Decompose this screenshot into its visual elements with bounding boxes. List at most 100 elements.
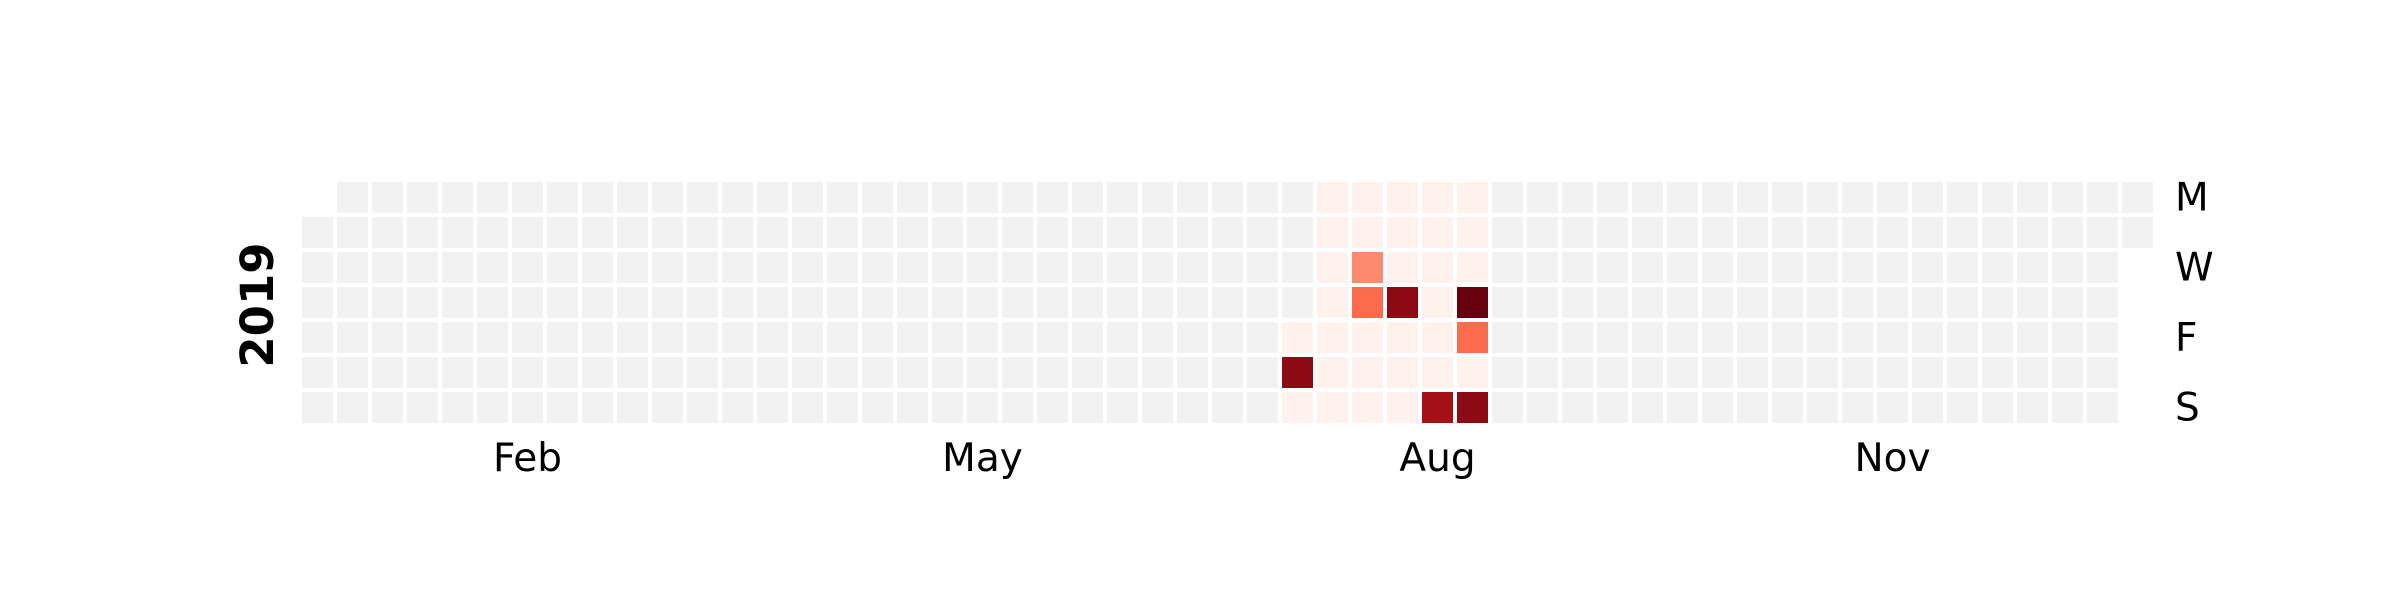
day-cell-2019-08-20 — [1457, 217, 1488, 248]
day-cell-2019-06-30 — [1177, 392, 1208, 423]
day-cell-2019-01-03 — [302, 287, 333, 318]
day-cell-2019-01-19 — [372, 357, 403, 388]
day-cell-2019-05-06 — [932, 182, 963, 213]
day-cell-2019-05-07 — [932, 217, 963, 248]
day-cell-2019-02-22 — [547, 322, 578, 353]
day-cell-2019-12-10 — [2017, 217, 2048, 248]
day-cell-2019-10-26 — [1772, 357, 1803, 388]
day-cell-2019-08-02 — [1352, 322, 1383, 353]
day-cell-2019-11-29 — [1947, 322, 1978, 353]
day-cell-2019-09-22 — [1597, 392, 1628, 423]
day-cell-2019-03-07 — [617, 287, 648, 318]
month-label-feb: Feb — [493, 436, 562, 481]
day-cell-2019-07-29 — [1352, 182, 1383, 213]
day-cell-2019-06-18 — [1142, 217, 1173, 248]
day-cell-2019-08-22 — [1457, 287, 1488, 318]
day-cell-2019-01-21 — [407, 182, 438, 213]
day-cell-2019-08-04 — [1352, 392, 1383, 423]
day-cell-2019-03-27 — [722, 252, 753, 283]
day-cell-2019-01-28 — [442, 182, 473, 213]
day-cell-2019-10-02 — [1667, 252, 1698, 283]
day-cell-2019-07-21 — [1282, 392, 1313, 423]
day-cell-2019-07-18 — [1282, 287, 1313, 318]
day-cell-2019-07-23 — [1317, 217, 1348, 248]
day-cell-2019-04-14 — [792, 392, 823, 423]
day-cell-2019-11-01 — [1807, 322, 1838, 353]
day-cell-2019-09-02 — [1527, 182, 1558, 213]
day-cell-2019-05-21 — [1002, 217, 1033, 248]
day-cell-2019-12-16 — [2052, 182, 2083, 213]
day-cell-2019-12-05 — [1982, 287, 2013, 318]
day-cell-2019-04-26 — [862, 322, 893, 353]
day-cell-2019-08-26 — [1492, 182, 1523, 213]
day-cell-2019-01-10 — [337, 287, 368, 318]
day-cell-2019-07-27 — [1317, 357, 1348, 388]
day-cell-2019-12-26 — [2087, 287, 2118, 318]
day-cell-2019-09-08 — [1527, 392, 1558, 423]
day-cell-2019-09-06 — [1527, 322, 1558, 353]
day-cell-2019-08-01 — [1352, 287, 1383, 318]
day-cell-2019-10-03 — [1667, 287, 1698, 318]
day-cell-2019-12-29 — [2087, 392, 2118, 423]
day-cell-2019-04-13 — [792, 357, 823, 388]
day-cell-2019-05-19 — [967, 392, 998, 423]
day-cell-2019-07-05 — [1212, 322, 1243, 353]
day-cell-2019-09-26 — [1632, 287, 1663, 318]
day-cell-2019-06-19 — [1142, 252, 1173, 283]
day-cell-2019-08-27 — [1492, 217, 1523, 248]
day-cell-2019-01-07 — [337, 182, 368, 213]
day-cell-2019-07-04 — [1212, 287, 1243, 318]
day-cell-2019-12-09 — [2017, 182, 2048, 213]
day-cell-2019-04-01 — [757, 182, 788, 213]
day-cell-2019-10-28 — [1807, 182, 1838, 213]
day-cell-2019-12-31 — [2122, 217, 2153, 248]
day-cell-2019-09-25 — [1632, 252, 1663, 283]
day-cell-2019-10-21 — [1772, 182, 1803, 213]
day-cell-2019-04-09 — [792, 217, 823, 248]
day-cell-2019-04-03 — [757, 252, 788, 283]
day-cell-2019-11-28 — [1947, 287, 1978, 318]
day-cell-2019-07-14 — [1247, 392, 1278, 423]
day-cell-2019-07-19 — [1282, 322, 1313, 353]
day-cell-2019-02-28 — [582, 287, 613, 318]
day-cell-2019-02-23 — [547, 357, 578, 388]
day-cell-2019-10-16 — [1737, 252, 1768, 283]
day-cell-2019-11-11 — [1877, 182, 1908, 213]
day-cell-2019-03-17 — [652, 392, 683, 423]
day-cell-2019-07-31 — [1352, 252, 1383, 283]
day-cell-2019-03-29 — [722, 322, 753, 353]
day-cell-2019-04-02 — [757, 217, 788, 248]
day-cell-2019-01-17 — [372, 287, 403, 318]
day-cell-2019-02-01 — [442, 322, 473, 353]
month-labels: Feb May Aug Nov — [493, 436, 1931, 481]
day-cell-2019-02-21 — [547, 287, 578, 318]
day-cell-2019-11-18 — [1912, 182, 1943, 213]
month-label-may: May — [942, 436, 1023, 481]
day-cell-2019-09-01 — [1492, 392, 1523, 423]
day-cell-2019-08-23 — [1457, 322, 1488, 353]
day-cell-2019-04-22 — [862, 182, 893, 213]
day-cell-2019-03-18 — [687, 182, 718, 213]
day-cell-2019-04-10 — [792, 252, 823, 283]
day-cell-2019-03-02 — [582, 357, 613, 388]
day-cell-2019-03-20 — [687, 252, 718, 283]
day-cell-2019-12-08 — [1982, 392, 2013, 423]
day-cell-2019-07-16 — [1282, 217, 1313, 248]
day-cell-2019-12-23 — [2087, 182, 2118, 213]
day-cell-2019-02-14 — [512, 287, 543, 318]
day-cell-2019-02-17 — [512, 392, 543, 423]
day-cell-2019-08-11 — [1387, 392, 1418, 423]
day-cell-2019-09-30 — [1667, 182, 1698, 213]
day-cell-2019-02-12 — [512, 217, 543, 248]
day-cell-2019-01-12 — [337, 357, 368, 388]
day-cell-2019-10-06 — [1667, 392, 1698, 423]
day-cell-2019-11-04 — [1842, 182, 1873, 213]
day-cell-2019-09-07 — [1527, 357, 1558, 388]
month-label-nov: Nov — [1854, 436, 1930, 481]
day-cell-2019-08-05 — [1387, 182, 1418, 213]
year-label: 2019 — [231, 242, 284, 367]
day-cell-2019-12-18 — [2052, 252, 2083, 283]
day-cell-2019-05-30 — [1037, 287, 1068, 318]
day-cell-2019-03-22 — [687, 322, 718, 353]
day-cell-2019-07-10 — [1247, 252, 1278, 283]
